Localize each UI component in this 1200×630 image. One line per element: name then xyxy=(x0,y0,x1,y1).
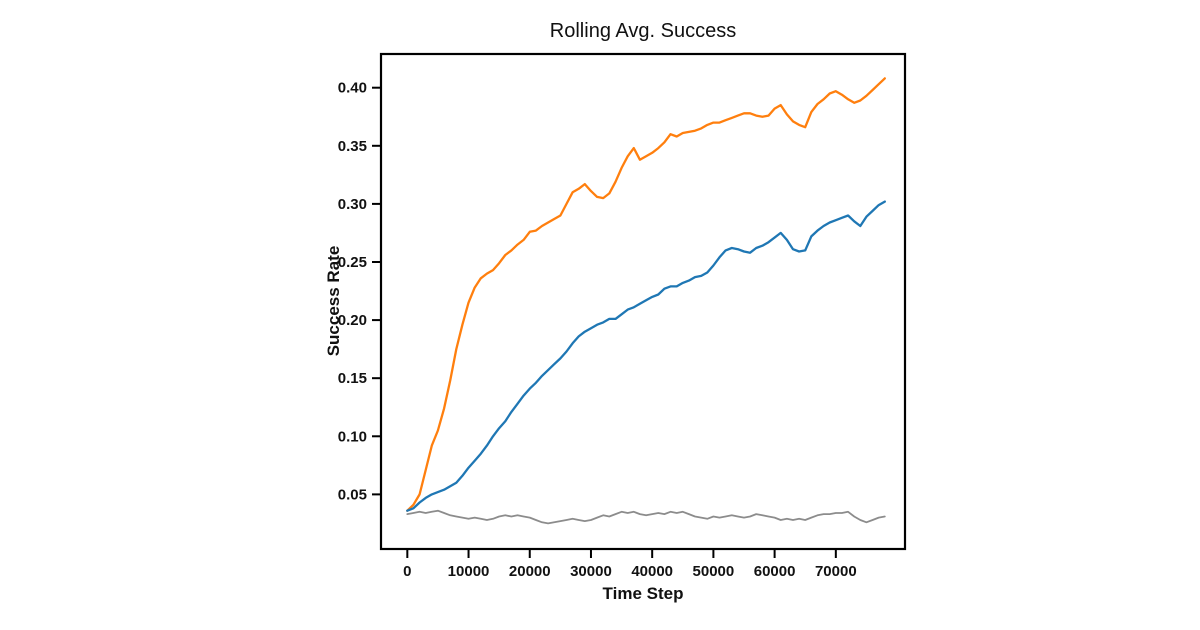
y-tick-label: 0.20 xyxy=(338,312,367,329)
x-tick-label: 40000 xyxy=(631,563,673,580)
x-tick-label: 10000 xyxy=(448,563,490,580)
y-tick-label: 0.35 xyxy=(338,138,367,155)
series-line-orange-run xyxy=(406,77,886,512)
x-tick-label: 50000 xyxy=(693,563,735,580)
x-axis-label: Time Step xyxy=(602,584,684,603)
x-tick-label: 60000 xyxy=(754,563,796,580)
x-tick-label: 0 xyxy=(403,563,411,580)
y-tick-label: 0.05 xyxy=(338,486,367,503)
series-line-gray-baseline xyxy=(406,509,886,525)
x-tick-label: 20000 xyxy=(509,563,551,580)
plot-frame xyxy=(379,52,907,551)
y-tick-label: 0.15 xyxy=(338,370,367,387)
series-line-blue-run xyxy=(406,200,886,512)
y-tick-label: 0.30 xyxy=(338,196,367,213)
chart-title: Rolling Avg. Success xyxy=(549,20,737,42)
y-tick-label: 0.10 xyxy=(338,428,367,445)
x-tick-label: 70000 xyxy=(815,563,857,580)
y-tick-label: 0.25 xyxy=(338,254,367,271)
x-tick-label: 30000 xyxy=(570,563,612,580)
y-tick-label: 0.40 xyxy=(338,80,367,97)
